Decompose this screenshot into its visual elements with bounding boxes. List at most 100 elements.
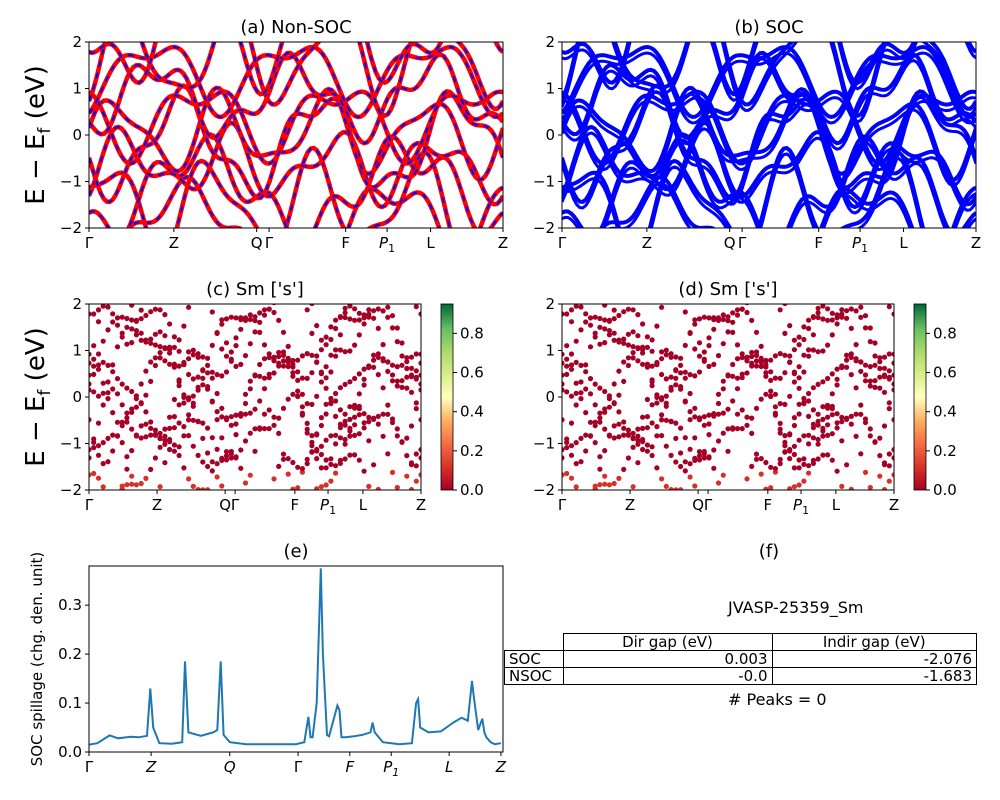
band-point (408, 354, 415, 360)
band-point (739, 351, 745, 357)
band-point (626, 246, 631, 251)
band-point (115, 260, 120, 265)
band-point (853, 308, 859, 314)
band-point (413, 304, 419, 310)
band-point (654, 433, 660, 439)
band-point (881, 374, 888, 380)
band-point (176, 337, 182, 343)
band-point (209, 459, 215, 465)
band-point (89, 455, 92, 461)
band-point (844, 357, 850, 363)
band-point (564, 445, 570, 451)
band-point (644, 334, 651, 340)
band-point (238, 315, 244, 321)
band-line (562, 42, 976, 119)
band-point (573, 440, 579, 446)
band-point (382, 304, 385, 305)
band-point (592, 402, 598, 408)
band-point (394, 378, 400, 384)
band-point (891, 417, 894, 423)
band-point (872, 493, 877, 498)
band-point (418, 372, 421, 378)
band-point (701, 314, 707, 320)
band-point (858, 314, 864, 320)
band-point (171, 414, 177, 420)
xtick-label: P1 (793, 496, 809, 517)
band-point (196, 267, 201, 272)
band-point (715, 317, 722, 323)
band-point (262, 503, 267, 508)
band-point (290, 357, 296, 364)
band-point (730, 310, 736, 316)
panel-d-projected-bands: (d) Sm ['s'] 210−1−2Γ Z Q Γ F P1 L Z 0.00.20.40… (533, 235, 957, 523)
band-point (290, 459, 296, 466)
band-point (625, 432, 632, 438)
xtick-label: L (832, 496, 841, 514)
band-point (668, 354, 674, 360)
band-point (309, 443, 315, 449)
band-point (820, 428, 826, 434)
band-point (252, 406, 258, 412)
band-point (844, 500, 849, 505)
band-point (763, 391, 769, 397)
band-point (659, 476, 665, 482)
band-point (796, 401, 802, 407)
band-point (257, 509, 262, 514)
band-point (562, 372, 565, 378)
band-point (105, 523, 110, 528)
band-point (602, 448, 608, 454)
band-point (290, 242, 295, 247)
band-point (347, 304, 353, 309)
ytick-label: 0 (545, 126, 555, 144)
band-point (649, 383, 655, 389)
band-point (162, 358, 168, 364)
band-point (806, 347, 812, 353)
band-point (877, 365, 883, 372)
band-point (404, 473, 410, 479)
band-point (644, 414, 651, 420)
band-point (644, 442, 651, 448)
band-point (375, 325, 381, 331)
band-point (644, 361, 651, 367)
band-point (578, 390, 584, 396)
band-point (839, 285, 844, 290)
band-point (654, 323, 660, 329)
band-point (696, 449, 703, 455)
band-point (143, 434, 149, 440)
band-point (825, 375, 831, 382)
band-point (787, 353, 793, 359)
band-point (874, 489, 876, 490)
band-point (371, 364, 377, 370)
band-point (129, 317, 135, 323)
band-point (602, 326, 608, 332)
band-point (611, 400, 617, 406)
band-point (105, 327, 111, 333)
band-point (238, 447, 244, 453)
band-point (682, 342, 688, 348)
band-point (399, 384, 405, 390)
band-line (562, 120, 976, 210)
band-point (190, 417, 196, 423)
band-point (815, 411, 821, 417)
band-point (868, 235, 873, 240)
band-point (138, 480, 144, 487)
band-point (176, 444, 182, 450)
band-point (205, 384, 211, 390)
band-point (706, 363, 712, 369)
band-point (625, 306, 632, 312)
band-point (562, 447, 565, 453)
band-point (290, 272, 295, 277)
band-point (740, 518, 745, 523)
band-point (891, 447, 894, 453)
band-point (720, 316, 726, 323)
band-point (687, 474, 693, 480)
band-point (621, 425, 627, 431)
band-point (635, 460, 641, 466)
band-point (356, 457, 362, 463)
band-point (578, 493, 583, 498)
band-point (91, 445, 97, 451)
band-point (309, 449, 315, 455)
band-point (758, 363, 764, 370)
band-point (413, 400, 419, 406)
band-point (739, 407, 745, 413)
